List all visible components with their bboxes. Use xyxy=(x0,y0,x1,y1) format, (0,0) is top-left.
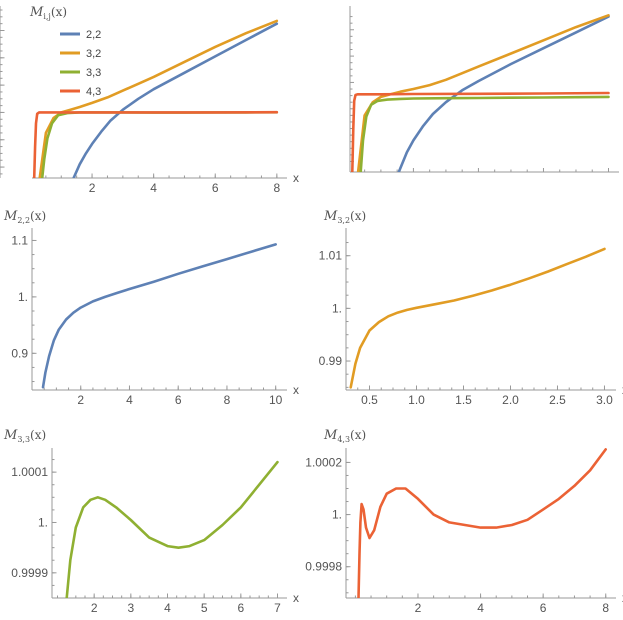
x-tick-label: 6 xyxy=(175,393,182,407)
y-tick-label: 1. xyxy=(18,290,28,304)
legend-entry: 3,2 xyxy=(86,48,101,60)
y-axis-label: M3,2(x) xyxy=(323,209,366,225)
series-line-3-2 xyxy=(349,247,606,389)
y-tick-label: 1.0002 xyxy=(305,455,342,469)
x-tick-label: 6 xyxy=(540,601,547,615)
y-axis-label: M4,3(x) xyxy=(323,428,366,444)
y-tick-label: 0.9998 xyxy=(305,560,342,574)
x-tick-label: 7 xyxy=(274,601,281,615)
series-line-3-3 xyxy=(65,460,279,598)
chart-panel-4: xM3,2(x)0.51.01.52.02.53.00.991.1.01 xyxy=(319,209,623,407)
x-axis-label: x xyxy=(293,591,299,605)
x-tick-label: 1.0 xyxy=(408,393,425,407)
series-line-4-3 xyxy=(32,110,279,178)
y-tick-label: 1.0001 xyxy=(11,465,48,479)
x-axis-label: x xyxy=(293,383,299,397)
x-axis-label: x xyxy=(293,171,299,185)
x-tick-label: 10 xyxy=(269,393,283,407)
chart-panel-3: x M2,2(x) 2 4 6 8 10 0.9 1. 1.1 xyxy=(3,209,299,407)
y-axis-label: M3,3(x) xyxy=(3,428,46,444)
chart-panel-1: xMi,j(x)24680.960.981.001.021.041.062,23… xyxy=(0,5,299,195)
x-tick-label: 3 xyxy=(127,601,134,615)
x-tick-label: 8 xyxy=(602,601,609,615)
y-tick-label: 1.1 xyxy=(11,233,28,247)
series-line-3-3 xyxy=(359,95,610,172)
legend-entry: 3,3 xyxy=(86,67,101,79)
y-axis-label: M2,2(x) xyxy=(3,209,46,225)
x-tick-label: 6 xyxy=(212,181,219,195)
series-line-4-3 xyxy=(351,91,610,172)
x-tick-label: 0.5 xyxy=(361,393,378,407)
chart-panel-2: x xyxy=(349,6,619,173)
series-line-3-2 xyxy=(356,14,610,172)
legend: 2,2 3,2 3,3 4,3 xyxy=(60,29,101,98)
series-line-3-2 xyxy=(38,19,279,178)
chart-panel-5: x M3,3(x) 2 3 4 5 6 7 0.9999 1. 1.0001 xyxy=(3,428,299,615)
x-tick-label: 2 xyxy=(415,601,422,615)
series-line-2-2 xyxy=(41,243,277,389)
y-tick-label: 0.9 xyxy=(11,346,28,360)
x-tick-label: 4 xyxy=(164,601,171,615)
x-tick-label: 2 xyxy=(89,181,96,195)
x-tick-label: 2 xyxy=(91,601,98,615)
x-tick-label: 4 xyxy=(126,393,133,407)
y-tick-label: 1. xyxy=(38,515,48,529)
legend-entry: 4,3 xyxy=(86,86,101,98)
series-line-2-2 xyxy=(397,15,610,172)
y-tick-label: 0.9999 xyxy=(11,566,48,580)
x-tick-label: 4 xyxy=(150,181,157,195)
legend-entry: 2,2 xyxy=(86,29,101,41)
y-tick-label: 1. xyxy=(332,301,342,315)
x-tick-label: 4 xyxy=(477,601,484,615)
series-line-4-3 xyxy=(357,448,607,598)
x-tick-label: 3.0 xyxy=(596,393,613,407)
y-tick-label: 1. xyxy=(332,508,342,522)
y-tick-label: 0.99 xyxy=(319,354,343,368)
x-tick-label: 5 xyxy=(201,601,208,615)
x-tick-label: 2.0 xyxy=(502,393,519,407)
x-tick-label: 2.5 xyxy=(549,393,566,407)
series-line-2-2 xyxy=(72,22,279,178)
x-tick-label: 6 xyxy=(237,601,244,615)
x-tick-label: 8 xyxy=(224,393,231,407)
x-tick-label: 8 xyxy=(273,181,280,195)
y-axis-label: Mi,j(x) xyxy=(29,5,67,21)
x-tick-label: 2 xyxy=(77,393,84,407)
x-tick-label: 1.5 xyxy=(455,393,472,407)
y-tick-label: 1.01 xyxy=(319,249,343,263)
